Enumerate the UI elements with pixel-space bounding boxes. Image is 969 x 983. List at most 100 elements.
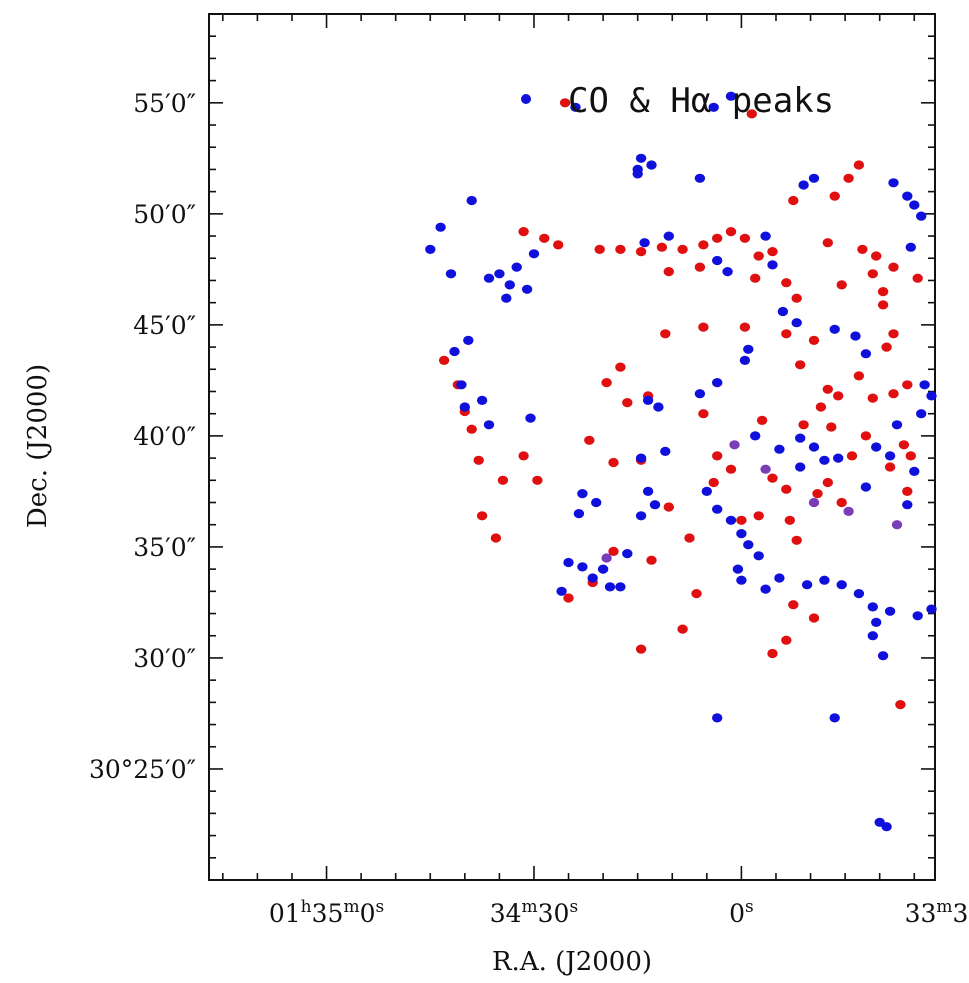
data-point xyxy=(784,515,795,525)
data-point xyxy=(435,222,446,232)
data-point xyxy=(808,173,820,183)
data-point xyxy=(694,389,706,399)
data-point xyxy=(909,200,920,210)
data-point xyxy=(853,589,865,599)
data-point xyxy=(781,484,792,494)
data-point xyxy=(663,267,674,277)
data-point xyxy=(712,451,723,461)
data-point xyxy=(615,244,626,254)
data-point xyxy=(656,242,668,252)
data-point xyxy=(615,582,626,592)
data-point xyxy=(677,624,688,634)
data-point xyxy=(663,502,674,512)
data-point xyxy=(698,322,709,332)
data-point xyxy=(808,497,820,508)
data-point xyxy=(836,280,847,290)
data-point xyxy=(438,355,450,365)
data-point xyxy=(884,451,896,461)
data-point xyxy=(888,262,899,272)
y-tick-label: 50′0″ xyxy=(133,200,196,229)
data-point xyxy=(812,489,823,499)
data-point xyxy=(798,420,809,430)
data-point xyxy=(729,440,740,450)
data-point xyxy=(501,293,512,303)
data-point xyxy=(712,504,723,514)
data-point xyxy=(601,378,612,388)
data-point xyxy=(570,102,581,112)
data-point xyxy=(822,384,833,394)
data-point xyxy=(912,611,923,621)
data-point xyxy=(853,371,865,381)
data-point xyxy=(708,102,719,112)
data-point xyxy=(801,580,813,590)
data-point xyxy=(712,255,723,266)
data-point xyxy=(753,551,764,561)
data-point xyxy=(660,446,671,456)
data-point xyxy=(691,589,702,599)
data-point xyxy=(642,486,654,496)
data-point xyxy=(601,553,612,563)
data-point xyxy=(725,515,737,525)
data-point xyxy=(795,433,806,443)
x-tick-label: 33m​30s​ xyxy=(905,897,969,928)
data-point xyxy=(663,231,674,241)
data-point xyxy=(684,533,695,543)
data-point xyxy=(604,582,616,592)
data-point xyxy=(725,91,737,101)
y-tick-labels: 55′0″ 50′0″ 45′0″ 40′0″ 35′0″ 30′0″ 30°25′0″ xyxy=(89,89,196,784)
data-point xyxy=(774,573,785,583)
data-point xyxy=(877,287,889,297)
data-point xyxy=(767,260,778,270)
legend: CO & Hα peaks xyxy=(521,81,834,121)
data-point xyxy=(635,644,647,654)
data-point xyxy=(698,240,709,250)
y-tick-label: 30°25′0″ xyxy=(89,755,196,784)
data-point xyxy=(867,602,878,612)
data-point xyxy=(725,227,737,237)
data-point xyxy=(888,178,899,188)
data-point xyxy=(884,462,896,472)
data-point xyxy=(891,420,903,430)
data-point xyxy=(753,511,764,521)
data-points xyxy=(425,91,937,832)
data-point xyxy=(843,506,854,516)
data-point xyxy=(722,267,733,277)
data-point xyxy=(646,160,657,170)
data-point xyxy=(504,280,515,290)
data-point xyxy=(476,395,488,405)
data-point xyxy=(459,402,470,412)
x-tick-label: 01h​35m​0s​ xyxy=(269,897,384,928)
data-point xyxy=(694,173,706,183)
data-point xyxy=(891,520,903,530)
data-point xyxy=(736,575,747,585)
data-point xyxy=(539,233,550,243)
data-point xyxy=(822,238,833,248)
data-point xyxy=(902,191,913,201)
data-point xyxy=(635,153,647,163)
data-point xyxy=(473,455,484,465)
data-point xyxy=(756,415,768,425)
data-point xyxy=(587,573,598,583)
data-point xyxy=(926,604,937,614)
data-point xyxy=(871,251,882,261)
y-tick-label: 30′0″ xyxy=(133,644,196,673)
data-point xyxy=(902,486,913,496)
x-tick-label: 34m​30s​ xyxy=(490,897,578,928)
y-tick-label: 55′0″ xyxy=(133,89,196,118)
plot-frame xyxy=(208,13,936,881)
tick-marks xyxy=(209,14,935,880)
data-point xyxy=(483,273,495,283)
data-point xyxy=(622,549,633,559)
x-tick-label: 0s​ xyxy=(729,897,754,928)
data-point xyxy=(767,247,778,257)
data-point xyxy=(791,318,802,328)
data-point xyxy=(871,617,882,628)
data-point xyxy=(815,402,827,412)
data-point xyxy=(712,378,723,388)
data-point xyxy=(521,284,533,294)
data-point xyxy=(739,355,751,365)
data-point xyxy=(591,497,602,508)
data-point xyxy=(881,342,892,352)
data-point xyxy=(791,535,802,545)
